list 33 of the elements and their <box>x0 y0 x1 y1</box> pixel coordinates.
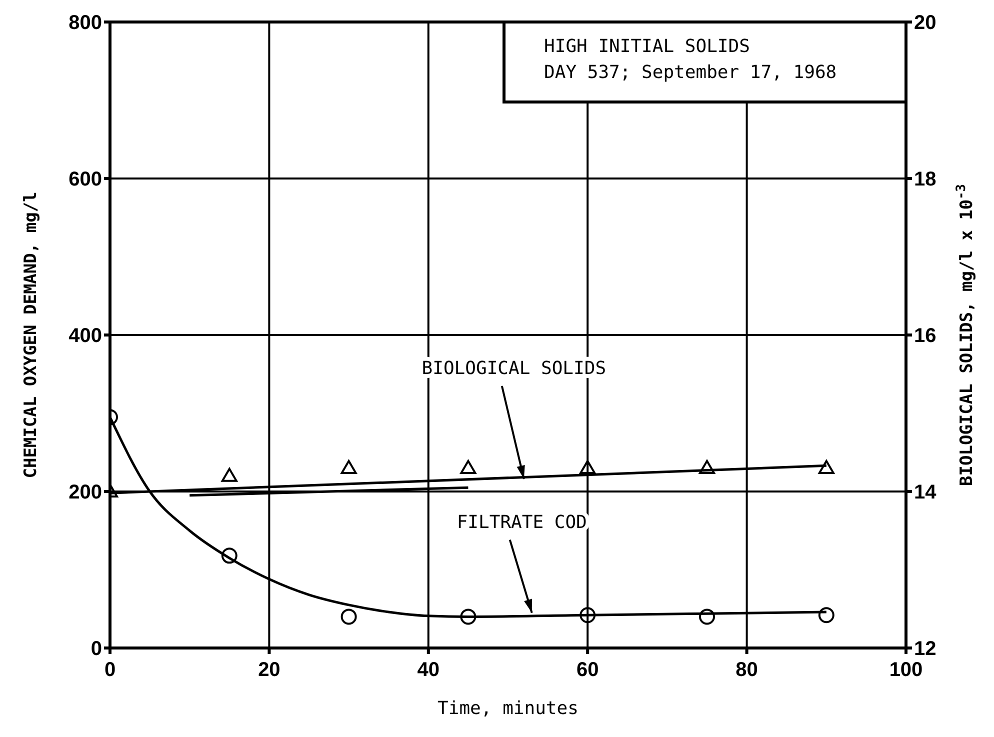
y2-tick-label: 20 <box>914 12 936 34</box>
y-axis-title: CHEMICAL OXYGEN DEMAND, mg/l <box>21 192 41 478</box>
point <box>818 607 834 624</box>
point <box>460 608 476 625</box>
point <box>580 607 596 624</box>
y-tick-label: 600 <box>68 168 102 191</box>
y-tick-label: 200 <box>68 482 102 504</box>
point <box>818 460 834 474</box>
x-tick-label: 100 <box>889 659 923 682</box>
x-tick-label: 40 <box>417 659 440 682</box>
y2-tick-label: 12 <box>914 638 936 660</box>
y-tick-label: 0 <box>90 638 102 660</box>
point <box>460 460 476 474</box>
y2-tick-label: 16 <box>914 325 936 348</box>
x-tick-label: 60 <box>576 659 599 682</box>
point <box>221 468 238 482</box>
y-tick-label: 800 <box>68 12 102 34</box>
x-axis-title: Time, minutes <box>438 698 578 719</box>
y2-tick-label: 18 <box>914 168 936 191</box>
point <box>699 608 715 625</box>
point <box>340 460 357 474</box>
point <box>221 548 238 564</box>
x-tick-label: 80 <box>736 659 758 682</box>
annotation: FILTRATE COD <box>456 512 587 533</box>
point <box>340 608 357 625</box>
point <box>699 460 715 474</box>
y2-tick-label: 14 <box>914 482 938 504</box>
text: DAY 537; September 17, 1968 <box>544 62 837 83</box>
x-tick-label: 0 <box>104 659 116 682</box>
text: HIGH INITIAL SOLIDS <box>544 36 750 57</box>
y-tick-label: 400 <box>68 325 102 348</box>
point <box>580 460 596 474</box>
x-tick-label: 20 <box>258 659 280 682</box>
